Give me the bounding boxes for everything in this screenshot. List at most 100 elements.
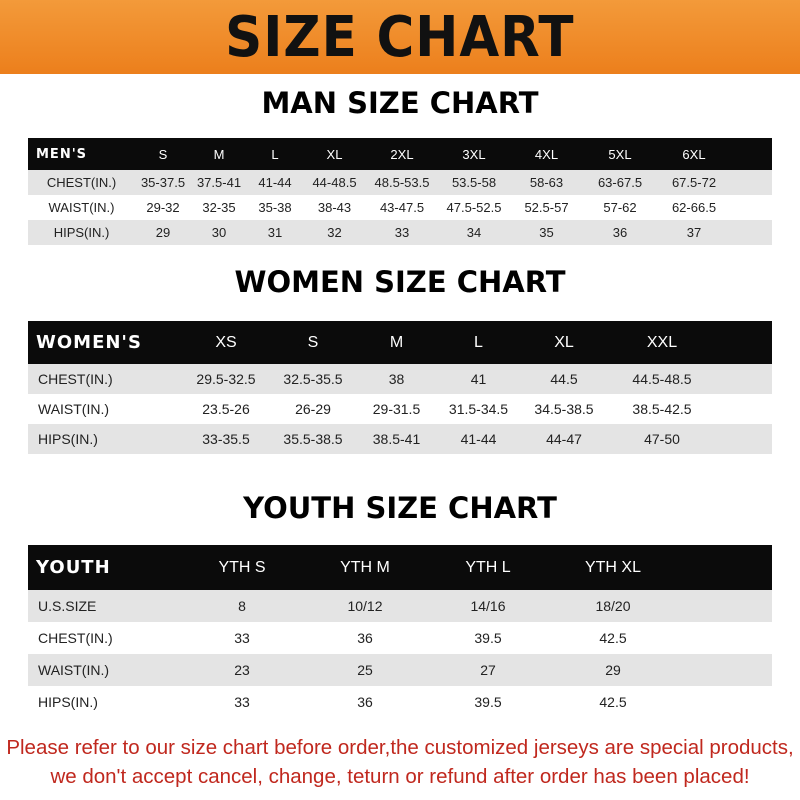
row-label: U.S.SIZE [38,598,97,614]
table-row: CHEST(IN.) 33 36 39.5 42.5 [28,622,772,654]
table-cell: 58-63 [529,175,564,190]
table-cell: 33 [234,694,250,710]
table-cell: 6XL [682,146,706,162]
table-cell: S [307,333,319,351]
table-cell: 29-32 [146,200,180,215]
table-cell: YTH XL [584,558,641,576]
table-cell: 35.5-38.5 [283,431,343,447]
table-cell: 33 [394,225,410,240]
table-header-row: YOUTH YTH S YTH M YTH L YTH XL [28,545,772,590]
table-cell: 32.5-35.5 [283,371,343,387]
table-cell: 52.5-57 [524,200,569,215]
table-row: HIPS(IN.) 33 36 39.5 42.5 [28,686,772,718]
table-cell: 31.5-34.5 [448,401,509,417]
table-cell: 67.5-72 [671,175,717,190]
table-cell: 36 [357,630,373,646]
table-cell: 35 [539,225,554,240]
table-cell: XL [554,333,574,351]
table-cell: 2XL [390,146,414,162]
table-cell: 41 [470,371,487,387]
notice-line-2: we don't accept cancel, change, teturn o… [50,765,750,788]
table-cell: 4XL [534,146,559,162]
table-cell: 34.5-38.5 [534,401,594,417]
table-cell: 26-29 [295,401,331,417]
table-cell: 25 [357,662,373,678]
women-section-title: WOMEN SIZE CHART [234,265,566,299]
banner-title: SIZE CHART [225,4,575,70]
table-cell: 44.5-48.5 [632,371,692,387]
table-cell: 41-44 [258,175,292,190]
row-label: HIPS(IN.) [38,431,98,447]
table-cell: 37.5-41 [196,175,242,190]
table-row: WAIST(IN.) 23 25 27 29 [28,654,772,686]
table-cell: 35-38 [258,200,292,215]
table-cell: YTH S [218,558,266,576]
notice-line-1: Please refer to our size chart before or… [6,736,794,759]
row-label: WAIST(IN.) [48,200,115,215]
table-cell: 42.5 [599,630,627,646]
table-cell: M [213,146,225,162]
table-row: WAIST(IN.) 23.5-26 26-29 29-31.5 31.5-34.5 34… [28,394,772,424]
table-cell: 5XL [608,146,632,162]
table-cell: 38.5-42.5 [632,401,692,417]
table-cell: 29 [155,225,171,240]
table-cell: 29.5-32.5 [196,371,256,387]
table-row: CHEST(IN.) 35-37.5 37.5-41 41-44 44-48.5 48.5… [28,170,772,195]
table-cell: XXL [646,333,678,351]
table-cell: 47-50 [644,431,680,447]
row-label: CHEST(IN.) [46,175,117,190]
table-cell: 29-31.5 [372,401,421,417]
table-cell: 38 [388,371,405,387]
youth-size-table: YOUTH YTH S YTH M YTH L YTH XL U.S.SIZE 8 10/12… [28,545,772,718]
table-cell: 23.5-26 [202,401,250,417]
row-label: WAIST(IN.) [38,662,110,678]
table-cell: 31 [267,225,283,240]
table-cell: XS [215,333,237,351]
table-cell: S [158,146,168,162]
table-cell: 37 [686,225,702,240]
table-cell: 39.5 [474,630,502,646]
table-row: HIPS(IN.) 29 30 31 32 33 34 35 36 37 [28,220,772,245]
order-notice: Please refer to our size chart before or… [0,733,800,791]
youth-section-title: YOUTH SIZE CHART [243,491,557,525]
table-cell: 8 [238,598,246,614]
table-row: HIPS(IN.) 33-35.5 35.5-38.5 38.5-41 41-44 44-… [28,424,772,454]
table-row: CHEST(IN.) 29.5-32.5 32.5-35.5 38 41 44.5 44.5… [28,364,772,394]
table-cell: 29 [605,662,621,678]
table-cell: L [474,333,483,351]
table-cell: YTH M [340,558,390,576]
table-cell: 38.5-41 [372,431,421,447]
size-chart-banner: SIZE CHART [0,0,800,74]
table-cell: 42.5 [599,694,627,710]
row-label: CHEST(IN.) [38,630,113,646]
table-cell: 36 [357,694,373,710]
table-cell: 38-43 [317,200,352,215]
table-cell: 30 [211,225,227,240]
table-cell: 53.5-58 [451,175,497,190]
table-cell: 18/20 [595,598,631,614]
table-cell: XL [326,146,343,162]
row-label: CHEST(IN.) [38,371,113,387]
table-cell: 62-66.5 [671,200,717,215]
table-cell: 32 [327,225,342,240]
row-label: WAIST(IN.) [38,401,110,417]
table-cell: 14/16 [470,598,506,614]
table-cell: L [271,146,279,162]
table-cell: 44-47 [546,431,582,447]
table-cell: 10/12 [347,598,383,614]
men-size-table: MEN'S S M L XL 2XL 3XL 4XL 5XL 6XL CHEST(IN.) 35-37… [28,138,772,245]
table-row: U.S.SIZE 8 10/12 14/16 18/20 [28,590,772,622]
table-cell: 23 [234,662,250,678]
row-label: MEN'S [36,146,88,162]
table-cell: 34 [466,225,482,240]
table-cell: 27 [480,662,496,678]
table-cell: 44-48.5 [312,175,357,190]
men-section-title: MAN SIZE CHART [261,86,539,120]
table-cell: 44.5 [550,371,578,387]
table-cell: 3XL [462,146,486,162]
table-cell: 43-47.5 [379,200,425,215]
women-size-table: WOMEN'S XS S M L XL XXL CHEST(IN.) 29.5-32.5 32.5… [28,321,772,454]
row-label: HIPS(IN.) [53,225,110,240]
table-cell: 63-67.5 [597,175,643,190]
row-label: YOUTH [36,557,111,578]
